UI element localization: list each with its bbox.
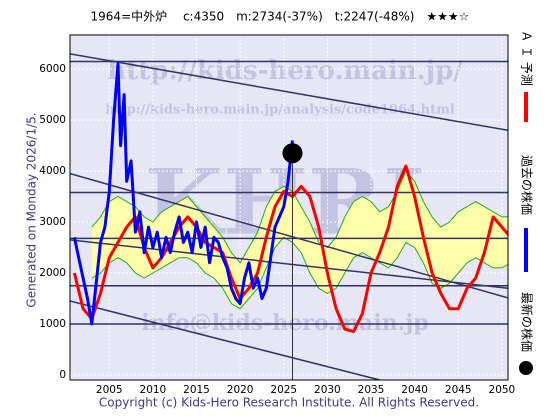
chart-title: 1964=中外炉 c:4350 m:2734(-37%) t:2247(-48%…: [91, 9, 470, 24]
x-tick-label: 2025: [270, 384, 297, 396]
x-tick-label: 2015: [183, 384, 210, 396]
series-line: [72, 62, 294, 326]
band-edge: [91, 236, 508, 310]
watermark: http://kids-hero.main.jp/analysis/code19…: [105, 103, 455, 118]
x-tick-label: 2020: [227, 384, 254, 396]
x-tick-label: 2040: [401, 384, 428, 396]
x-tick-label: 2050: [489, 384, 516, 396]
latest-marker: [282, 143, 303, 164]
y-tick-label: 2000: [39, 267, 66, 279]
x-tick-label: 2035: [358, 384, 385, 396]
y-tick-label: 5000: [39, 114, 66, 126]
legend-label: 過去の株価: [520, 155, 535, 215]
y-tick-label: 3000: [39, 216, 66, 228]
x-tick-label: 2030: [314, 384, 341, 396]
side-label: Generated on Monday 2026/1/5.: [25, 112, 39, 307]
legend-label: 最新の株価: [520, 292, 535, 352]
plot-frame: [69, 34, 509, 381]
watermark: info@kids-hero.main.jp: [141, 310, 428, 336]
legend-label: Ａ Ｉ 予測: [520, 30, 534, 86]
trend-line: [70, 53, 508, 132]
band-edge: [91, 170, 508, 264]
y-tick-label: 4000: [39, 165, 66, 177]
footer: Copyright (c) Kids-Hero Research Institu…: [99, 396, 479, 410]
y-tick-label: 1000: [39, 318, 66, 330]
y-tick-label: 0: [59, 369, 66, 381]
watermark: http://kids-hero.main.jp/: [107, 56, 463, 86]
y-tick-label: 6000: [39, 63, 66, 75]
x-tick-label: 2010: [140, 384, 167, 396]
x-tick-label: 2045: [445, 384, 472, 396]
x-tick-label: 2005: [96, 384, 123, 396]
band-area: [91, 171, 508, 309]
legend-swatch: [519, 361, 533, 375]
trend-line: [70, 300, 380, 380]
